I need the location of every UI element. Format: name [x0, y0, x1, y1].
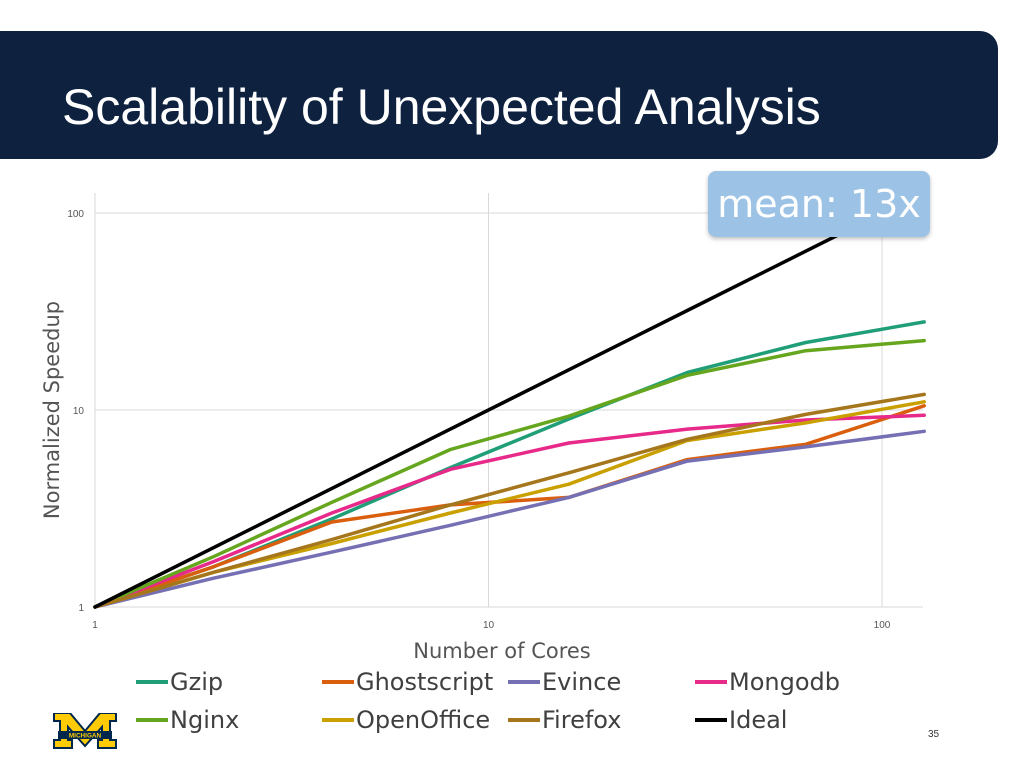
michigan-logo: MICHIGAN	[53, 713, 117, 749]
svg-text:MICHIGAN: MICHIGAN	[69, 733, 102, 740]
series-line-ideal	[93, 190, 926, 609]
legend-item-gzip: Gzip	[136, 667, 223, 697]
mean-callout: mean: 13x	[708, 171, 930, 237]
legend-label: Ghostscript	[356, 668, 494, 696]
page-number: 35	[928, 729, 940, 740]
legend-swatch	[695, 680, 727, 684]
x-tick-label: 100	[874, 620, 891, 631]
legend-label: Mongodb	[729, 668, 840, 696]
legend-swatch	[695, 718, 727, 722]
x-axis-label: Number of Cores	[413, 639, 591, 663]
y-tick-label: 1	[78, 603, 84, 614]
legend-swatch	[508, 680, 540, 684]
x-tick-label: 1	[92, 620, 98, 631]
legend-swatch	[322, 680, 354, 684]
legend-swatch	[508, 718, 540, 722]
legend-item-mongodb: Mongodb	[695, 667, 840, 697]
legend-label: Ideal	[729, 706, 788, 734]
legend-label: OpenOffice	[356, 706, 491, 734]
y-tick-label: 10	[73, 406, 85, 417]
slide-title: Scalability of Unexpected Analysis	[62, 79, 821, 135]
legend-item-nginx: Nginx	[136, 705, 239, 735]
series-line-firefox	[93, 392, 926, 609]
legend-item-ghostscript: Ghostscript	[322, 667, 493, 697]
series-line-evince	[93, 429, 926, 609]
series-line-mongodb	[93, 413, 926, 609]
legend-swatch	[322, 718, 354, 722]
y-axis-label: Normalized Speedup	[40, 300, 64, 520]
legend-item-evince: Evince	[508, 667, 621, 697]
series-line-nginx	[93, 338, 926, 609]
legend-label: Nginx	[170, 706, 240, 734]
legend-item-ideal: Ideal	[695, 705, 787, 735]
legend-label: Evince	[542, 668, 622, 696]
x-tick-label: 10	[483, 620, 495, 631]
legend-item-firefox: Firefox	[508, 705, 621, 735]
legend-swatch	[136, 680, 168, 684]
legend-label: Firefox	[542, 706, 622, 734]
legend-item-openoffice: OpenOffice	[322, 705, 490, 735]
legend-swatch	[136, 718, 168, 722]
title-bar	[0, 31, 998, 159]
legend-label: Gzip	[170, 668, 224, 696]
series-line-ghostscript	[93, 404, 926, 609]
y-tick-label: 100	[67, 209, 84, 220]
